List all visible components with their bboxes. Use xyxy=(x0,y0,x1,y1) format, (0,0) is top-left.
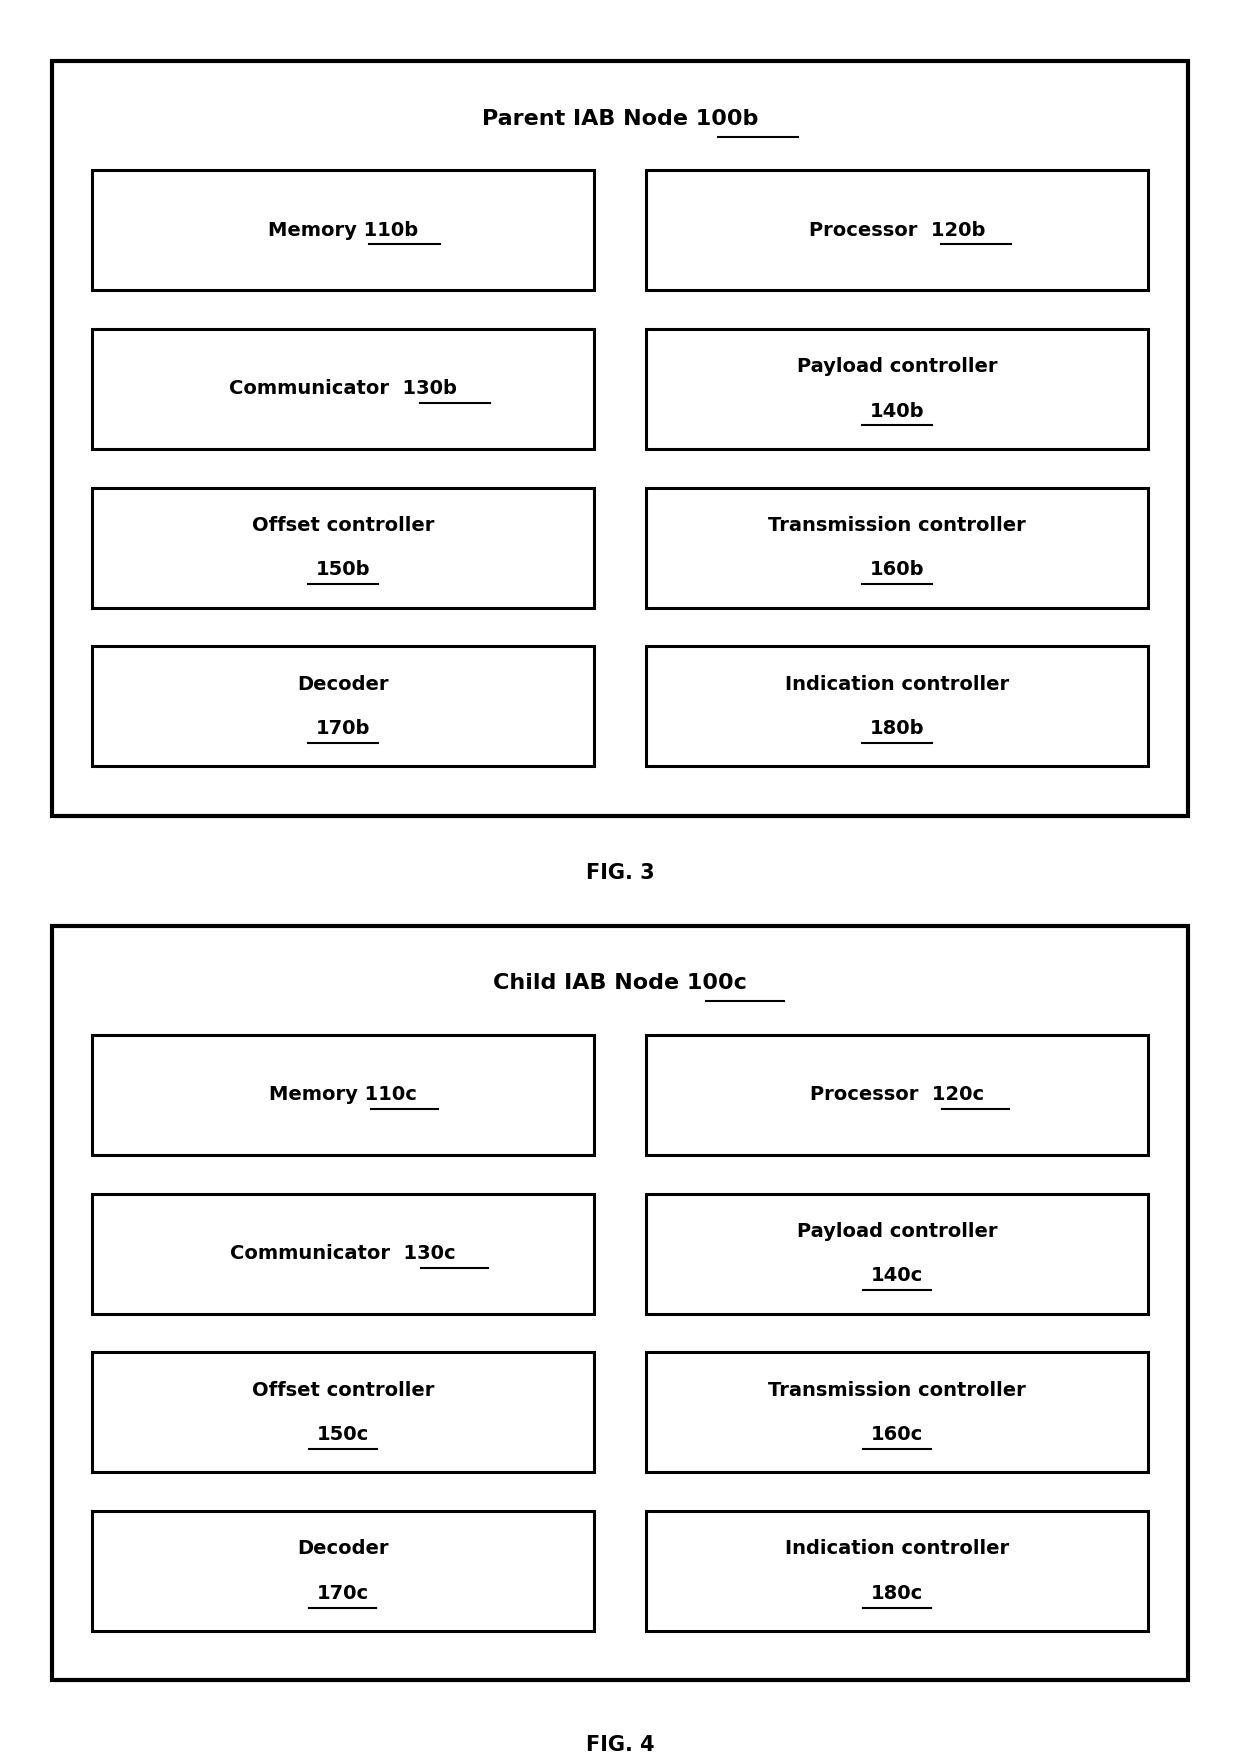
Bar xyxy=(646,170,1148,289)
Bar xyxy=(52,61,1188,816)
Text: Indication controller: Indication controller xyxy=(785,1540,1009,1558)
Bar xyxy=(92,645,594,766)
Text: 160c: 160c xyxy=(870,1426,924,1444)
Text: Decoder: Decoder xyxy=(298,675,388,693)
Text: Processor  120b: Processor 120b xyxy=(808,221,986,240)
Bar xyxy=(92,488,594,607)
Text: Payload controller: Payload controller xyxy=(797,1223,997,1240)
Bar xyxy=(646,488,1148,607)
Text: 180c: 180c xyxy=(870,1584,924,1603)
Bar xyxy=(646,1510,1148,1631)
Text: 150c: 150c xyxy=(316,1426,370,1444)
Text: Communicator  130b: Communicator 130b xyxy=(229,379,456,398)
Text: Decoder: Decoder xyxy=(298,1540,388,1558)
Bar xyxy=(92,170,594,289)
Text: 140c: 140c xyxy=(870,1266,924,1286)
Text: FIG. 4: FIG. 4 xyxy=(585,1735,655,1754)
Text: 150b: 150b xyxy=(316,561,370,579)
Text: Memory 110c: Memory 110c xyxy=(269,1086,417,1105)
Text: Payload controller: Payload controller xyxy=(797,358,997,375)
Text: Processor  120c: Processor 120c xyxy=(810,1086,985,1105)
Text: Child IAB Node 100c: Child IAB Node 100c xyxy=(494,973,746,993)
Text: Transmission controller: Transmission controller xyxy=(769,516,1025,535)
Bar xyxy=(646,645,1148,766)
Text: 180b: 180b xyxy=(870,719,924,738)
Bar xyxy=(52,926,1188,1680)
Bar xyxy=(92,1352,594,1472)
Bar xyxy=(92,1510,594,1631)
Text: 140b: 140b xyxy=(870,402,924,421)
Text: Transmission controller: Transmission controller xyxy=(769,1380,1025,1400)
Bar xyxy=(92,1035,594,1154)
Text: 170b: 170b xyxy=(316,719,370,738)
Bar xyxy=(92,1193,594,1314)
Bar xyxy=(646,1352,1148,1472)
Bar xyxy=(92,330,594,449)
Text: Communicator  130c: Communicator 130c xyxy=(231,1244,455,1263)
Text: Parent IAB Node 100b: Parent IAB Node 100b xyxy=(482,109,758,128)
Text: Memory 110b: Memory 110b xyxy=(268,221,418,240)
Bar xyxy=(646,330,1148,449)
Text: Indication controller: Indication controller xyxy=(785,675,1009,693)
Bar xyxy=(646,1193,1148,1314)
Text: 160b: 160b xyxy=(870,561,924,579)
Text: Offset controller: Offset controller xyxy=(252,1380,434,1400)
Bar xyxy=(646,1035,1148,1154)
Text: FIG. 3: FIG. 3 xyxy=(585,863,655,882)
Text: 170c: 170c xyxy=(316,1584,370,1603)
Text: Offset controller: Offset controller xyxy=(252,516,434,535)
